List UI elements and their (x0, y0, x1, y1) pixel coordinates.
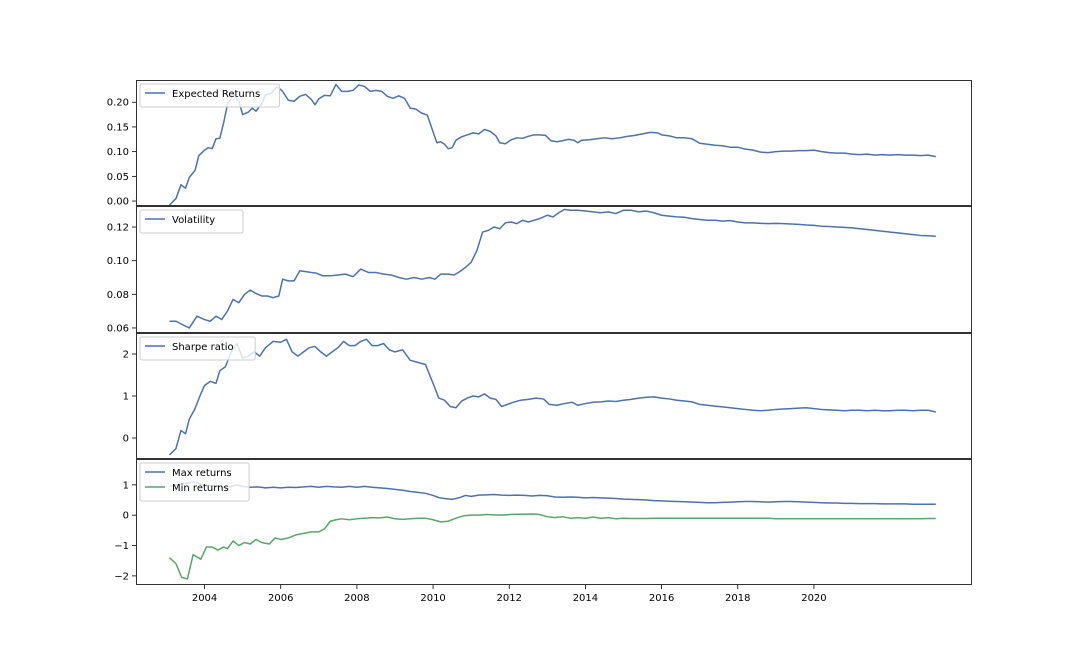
legend-box (139, 83, 281, 108)
panel-frame (136, 459, 972, 585)
legend-label: Volatility (172, 215, 215, 226)
y-tick-label: 2 (123, 350, 129, 361)
panel-volatility: 0.06 0.08 0.10 0.12 Volatility (107, 206, 972, 334)
x-tick-label: 2020 (801, 593, 826, 604)
x-tick-label: 2012 (497, 593, 522, 604)
x-tick-label: 2018 (725, 593, 750, 604)
y-tick-label: 0.15 (107, 122, 129, 133)
legend-label: Min returns (172, 483, 229, 494)
y-tick-label: 0 (123, 511, 129, 522)
panel-frame (136, 206, 972, 333)
y-tick-label: 0.05 (107, 172, 129, 183)
y-tick-label: 1 (123, 480, 129, 491)
legend-box (139, 336, 256, 361)
x-tick-label: 2010 (420, 593, 445, 604)
y-tick-label: 0.10 (107, 147, 129, 158)
y-tick-label: −2 (114, 571, 129, 582)
panel-sharpe: 0 1 2 Sharpe ratio (123, 333, 972, 459)
y-tick-label: 0.12 (107, 223, 129, 234)
panel-frame (136, 80, 972, 206)
y-tick-label: 0 (123, 434, 129, 445)
legend-label: Max returns (172, 468, 232, 479)
y-tick-label: 0.10 (107, 256, 129, 267)
y-tick-label: 0.00 (107, 197, 129, 208)
x-tick-label: 2006 (268, 593, 293, 604)
y-tick-label: 0.06 (107, 323, 129, 334)
legend: Expected Returns (139, 83, 281, 108)
chart-panels: 0.00 0.05 0.10 0.15 0.20 Expected Returns 0.06… (107, 80, 972, 604)
legend: Volatility (139, 209, 244, 234)
x-tick-label: 2016 (649, 593, 674, 604)
x-tick-label: 2004 (192, 593, 217, 604)
series-line-max-returns (169, 481, 936, 505)
series-line-volatility (169, 208, 936, 329)
panel-frame (136, 333, 972, 459)
legend-label: Sharpe ratio (172, 342, 234, 353)
legend-box (139, 209, 244, 234)
x-tick-label: 2014 (573, 593, 598, 604)
y-tick-label: −1 (114, 541, 129, 552)
legend: Max returns Min returns (139, 462, 250, 502)
y-tick-label: 1 (123, 392, 129, 403)
legend-box (139, 462, 250, 502)
panel-extremes: −2 −1 0 1 Max returns Min returns (114, 459, 972, 585)
panel-expected: 0.00 0.05 0.10 0.15 0.20 Expected Returns (107, 80, 972, 208)
y-tick-label: 0.20 (107, 98, 129, 109)
legend-label: Expected Returns (172, 89, 260, 100)
series-line-sharpe-ratio (168, 338, 936, 456)
y-tick-label: 0.08 (107, 290, 129, 301)
series-line-min-returns (169, 513, 936, 580)
legend: Sharpe ratio (139, 336, 256, 361)
x-tick-label: 2008 (344, 593, 369, 604)
